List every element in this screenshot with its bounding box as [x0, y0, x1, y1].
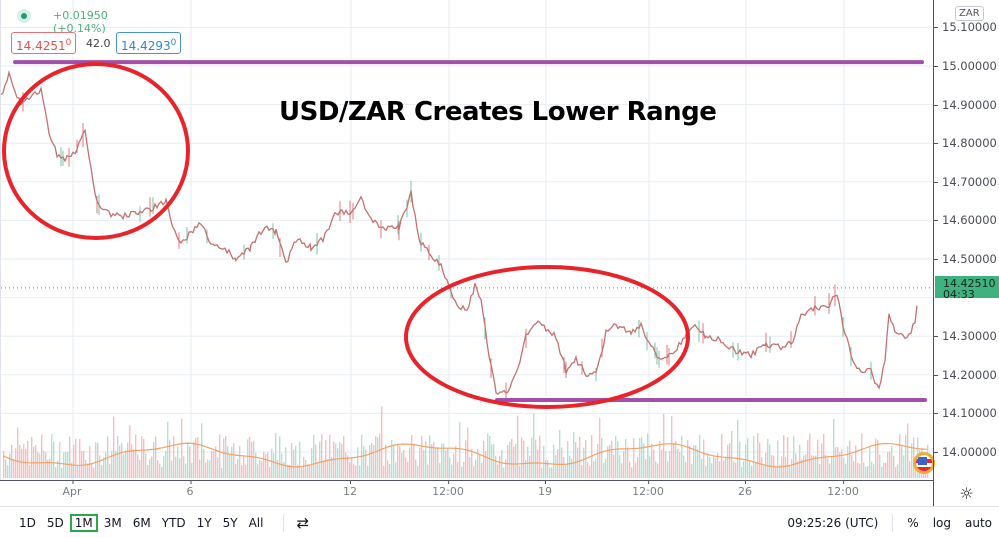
date-range-buttons: 1D 5D 1M 3M 6M YTD 1Y 5Y All	[14, 513, 269, 532]
price-tick: 14.80000	[934, 136, 999, 150]
us-flag-event-icon[interactable]	[913, 452, 935, 474]
time-tick: 19	[538, 480, 552, 498]
range-button-5d[interactable]: 5D	[46, 515, 64, 530]
sell-button[interactable]: 14.42510	[11, 32, 77, 54]
range-button-3m[interactable]: 3M	[103, 515, 122, 530]
goto-date-icon[interactable]: ⇄	[296, 513, 310, 532]
bottom-toolbar: 1D 5D 1M 3M 6M YTD 1Y 5Y All ⇄ 09:25:26 (UTC) % …	[0, 506, 999, 538]
range-button-all[interactable]: All	[248, 515, 264, 530]
ask-pip: 0	[170, 38, 177, 48]
market-open-icon	[17, 9, 31, 23]
time-tick: Apr	[62, 480, 82, 498]
price-tick: 14.00000	[934, 445, 999, 459]
percent-toggle[interactable]: %	[907, 515, 919, 530]
buy-button[interactable]: 14.42930	[116, 32, 182, 54]
price-tick: 14.70000	[934, 175, 999, 189]
time-tick: 6	[186, 480, 194, 498]
time-tick: 12:00	[632, 480, 664, 498]
range-button-6m[interactable]: 6M	[132, 515, 151, 530]
price-tick: 15.10000	[934, 20, 999, 34]
bar-countdown: 04:33	[943, 288, 975, 301]
range-button-1d[interactable]: 1D	[19, 515, 36, 530]
settings-gear-icon[interactable]: ☼	[933, 480, 999, 506]
price-tick: 14.50000	[934, 252, 999, 266]
price-tick: 15.00000	[934, 59, 999, 73]
bid-pip: 0	[65, 38, 72, 48]
annotation-title: USD/ZAR Creates Lower Range	[279, 97, 717, 127]
time-tick: 26	[738, 480, 752, 498]
price-tick: 14.30000	[934, 329, 999, 343]
spread-value: 42.0	[86, 37, 111, 50]
price-tick: 14.90000	[934, 98, 999, 112]
range-button-5y[interactable]: 5Y	[222, 515, 238, 530]
range-button-1m[interactable]: 1M	[69, 513, 98, 532]
chart-plot-area[interactable]: +0.01950 (+0.14%) 14.42510 42.0 14.42930…	[0, 0, 935, 480]
ask-price: 14.4293	[121, 39, 171, 53]
currency-label[interactable]: ZAR	[955, 6, 984, 21]
price-axis[interactable]: ZAR 15.10000 15.00000 14.90000 14.80000 14.7…	[933, 0, 999, 480]
price-tick: 14.20000	[934, 368, 999, 382]
price-chart[interactable]	[1, 0, 934, 480]
last-price-value: 14.42510	[943, 277, 996, 290]
bid-price: 14.4251	[16, 39, 66, 53]
time-tick: 12:00	[432, 480, 464, 498]
range-button-1y[interactable]: 1Y	[196, 515, 212, 530]
utc-clock[interactable]: 09:25:26 (UTC)	[787, 515, 879, 530]
log-toggle[interactable]: log	[932, 515, 951, 530]
range-button-ytd[interactable]: YTD	[161, 515, 186, 530]
divider	[892, 513, 894, 532]
price-tick: 14.10000	[934, 406, 999, 420]
divider	[283, 513, 285, 532]
last-price-label: 14.42510 04:33	[935, 276, 999, 301]
time-tick: 12:00	[827, 480, 859, 498]
price-tick: 14.60000	[934, 213, 999, 227]
time-axis[interactable]: Apr 6 12 12:00 19 12:00 26 12:00	[0, 480, 933, 506]
time-tick: 12	[343, 480, 357, 498]
price-change: +0.01950 (+0.14%)	[53, 9, 108, 35]
auto-toggle[interactable]: auto	[964, 515, 992, 530]
